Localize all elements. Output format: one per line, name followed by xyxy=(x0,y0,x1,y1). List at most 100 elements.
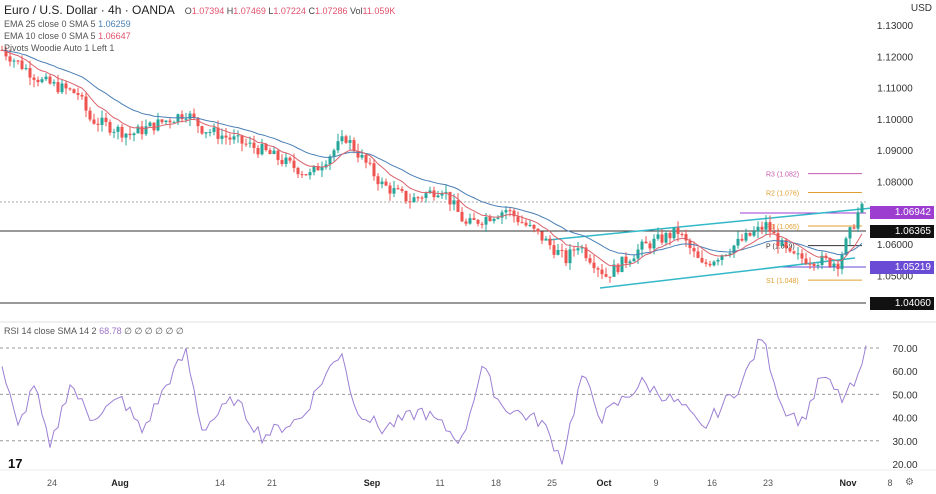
candle xyxy=(744,228,748,243)
candle xyxy=(404,190,408,205)
candle xyxy=(456,193,460,213)
ema10-line xyxy=(1,49,863,268)
candle xyxy=(164,120,168,125)
candle xyxy=(324,160,328,170)
candle xyxy=(136,124,140,134)
channel-lower[interactable] xyxy=(599,257,856,289)
symbol-name: Euro / U.S. Dollar · 4h · OANDA xyxy=(4,3,175,17)
candle xyxy=(708,261,712,268)
settings-icon[interactable]: ⚙ xyxy=(905,477,914,488)
candle xyxy=(680,232,684,237)
candle xyxy=(572,246,576,257)
candle xyxy=(752,226,756,238)
x-tick-label: 11 xyxy=(435,478,444,488)
candle xyxy=(800,249,804,264)
candle xyxy=(548,235,552,250)
candle xyxy=(48,74,52,85)
candle xyxy=(836,261,840,277)
candle xyxy=(60,79,64,95)
candle xyxy=(416,196,420,202)
price-tag-low: 1.04060 xyxy=(870,297,934,310)
candle xyxy=(376,173,380,191)
candle xyxy=(748,232,752,237)
x-tick-label: 16 xyxy=(707,478,717,488)
candle xyxy=(812,262,816,271)
y-tick-label: 1.13000 xyxy=(877,21,914,32)
ema10-legend[interactable]: EMA 10 close 0 SMA 5 1.06647 xyxy=(4,31,131,41)
candle xyxy=(12,58,16,68)
pivot-s1-label: S1 (1.048) xyxy=(766,278,799,285)
candle xyxy=(820,251,824,270)
candle xyxy=(444,184,448,200)
x-tick-label: Nov xyxy=(839,478,856,488)
candle xyxy=(528,219,532,227)
candle xyxy=(204,131,208,139)
candle xyxy=(612,259,616,277)
candle xyxy=(232,129,236,144)
price-tag-resistance: 1.06365 xyxy=(870,225,934,238)
candle xyxy=(860,202,864,214)
candle xyxy=(520,215,524,224)
y-tick-label: 1.10000 xyxy=(877,115,914,126)
candle xyxy=(440,190,444,199)
candle xyxy=(716,257,720,266)
candle xyxy=(28,60,32,86)
candle xyxy=(760,221,764,235)
ema25-legend[interactable]: EMA 25 close 0 SMA 5 1.06259 xyxy=(4,19,131,29)
candle xyxy=(728,248,732,258)
candle xyxy=(180,110,184,123)
currency-label[interactable]: USD xyxy=(910,3,932,14)
candle xyxy=(852,223,856,230)
symbol-title[interactable]: Euro / U.S. Dollar · 4h · OANDA O1.07394 … xyxy=(4,3,395,17)
candle xyxy=(320,161,324,178)
candle xyxy=(508,207,512,217)
y-tick-label: 1.08000 xyxy=(877,178,914,189)
candle xyxy=(148,121,152,127)
candle xyxy=(536,228,540,235)
candle xyxy=(516,211,520,226)
candle xyxy=(476,218,480,227)
rsi-legend[interactable]: RSI 14 close SMA 14 2 68.78 ∅ ∅ ∅ ∅ ∅ ∅ xyxy=(4,326,184,336)
pivot-r3-label: R3 (1.082) xyxy=(766,172,799,179)
candle xyxy=(268,147,272,155)
candle xyxy=(276,149,280,166)
candle xyxy=(100,110,104,132)
candle xyxy=(44,73,48,82)
candle xyxy=(104,112,108,127)
candle xyxy=(524,219,528,228)
channel-upper[interactable] xyxy=(547,207,873,241)
tradingview-logo: 17 xyxy=(8,456,23,471)
candle xyxy=(40,76,44,84)
candle xyxy=(108,119,112,136)
candle xyxy=(368,157,372,166)
candle xyxy=(140,120,144,140)
candle xyxy=(488,214,492,222)
candle xyxy=(832,261,836,272)
candle xyxy=(344,134,348,144)
ema25-line xyxy=(1,49,863,256)
candle xyxy=(400,186,404,193)
candle xyxy=(284,152,288,168)
x-tick-label: Aug xyxy=(111,478,129,488)
candle xyxy=(616,263,620,275)
x-tick-label: 21 xyxy=(267,478,277,488)
candle xyxy=(424,191,428,203)
candle xyxy=(380,177,384,189)
candle xyxy=(280,154,284,167)
candle xyxy=(128,126,132,140)
candle xyxy=(8,49,12,67)
candle xyxy=(408,193,412,209)
candle xyxy=(580,244,584,254)
candle xyxy=(480,221,484,229)
candle xyxy=(336,133,340,154)
rsi-tick-label: 20.00 xyxy=(892,460,917,471)
candle xyxy=(240,134,244,152)
rsi-tick-label: 50.00 xyxy=(892,390,917,401)
candle xyxy=(124,133,128,146)
candle xyxy=(796,247,800,260)
candle xyxy=(200,125,204,135)
candle xyxy=(692,241,696,258)
candle xyxy=(332,148,336,162)
pivots-legend[interactable]: Pivots Woodie Auto 1 Left 1 xyxy=(4,43,115,53)
